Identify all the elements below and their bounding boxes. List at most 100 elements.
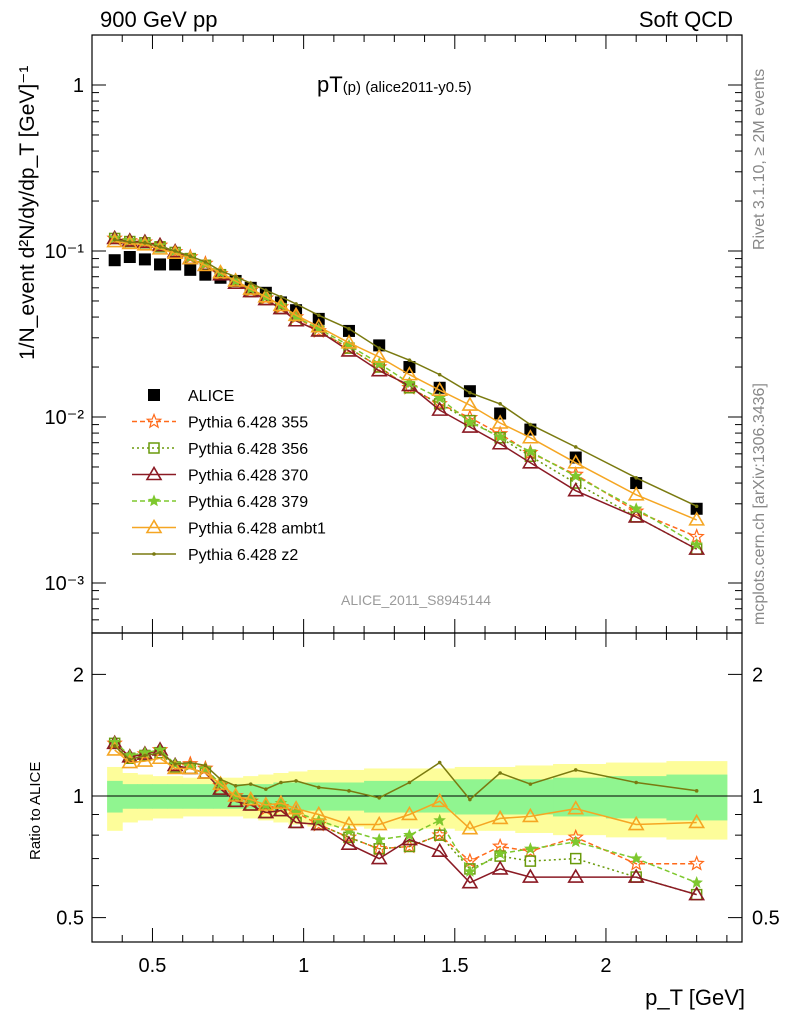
ratio-line-pythia-6-428-z2: [114, 745, 697, 801]
alice-data-point: [184, 263, 197, 276]
ratio-series-group: [106, 734, 706, 901]
ratio-point-pythia-6-428-356: [569, 852, 582, 865]
ratio-point-pythia-6-428-370: [106, 734, 124, 750]
ratio-point-pythia-6-428-ambt1: [627, 815, 645, 831]
alice-data-point: [123, 251, 136, 264]
ratio-point-pythia-6-428-z2: [143, 753, 147, 758]
alice-data-point: [199, 268, 212, 281]
ratio-point-pythia-6-428-ambt1: [121, 753, 139, 769]
main-series-group: [106, 229, 706, 555]
x-tick-label: 1.5: [441, 955, 469, 977]
point-pythia-6-428-379: [493, 430, 507, 443]
ratio-point-pythia-6-428-ambt1: [401, 805, 418, 821]
ratio-point-pythia-6-428-370: [257, 803, 275, 819]
ratio-point-pythia-6-428-370: [567, 868, 585, 883]
point-pythia-6-428-z2: [573, 445, 578, 449]
point-pythia-6-428-ambt1: [370, 348, 388, 363]
ratio-point-pythia-6-428-ambt1: [257, 796, 275, 811]
ratio-point-pythia-6-428-z2: [188, 760, 193, 765]
ratio-point-pythia-6-428-z2: [498, 771, 502, 775]
band-inner-segment: [515, 779, 554, 815]
alice-data-point: [433, 381, 446, 394]
ratio-point-pythia-6-428-356: [403, 840, 416, 853]
ratio-point-pythia-6-428-379: [463, 865, 477, 877]
ratio-point-pythia-6-428-ambt1: [461, 820, 479, 835]
point-pythia-6-428-z2: [347, 326, 351, 331]
ratio-point-pythia-6-428-z2: [173, 762, 177, 766]
ratio-point-pythia-6-428-355: [688, 855, 705, 871]
ratio-point-pythia-6-428-ambt1: [181, 759, 199, 775]
point-pythia-6-428-z2: [437, 372, 442, 377]
band-inner-segment: [107, 780, 123, 813]
point-pythia-6-428-370: [401, 376, 418, 392]
point-pythia-6-428-z2: [188, 254, 193, 259]
point-pythia-6-428-ambt1: [491, 414, 509, 429]
x-axis-label: p_T [GeV]: [645, 985, 745, 1010]
point-pythia-6-428-ambt1: [272, 296, 290, 312]
ratio-point-pythia-6-428-z2: [203, 763, 208, 768]
alice-data-point: [494, 407, 507, 420]
point-pythia-6-428-370: [688, 540, 706, 555]
legend-label-pythia-6-428-356: Pythia 6.428 356: [188, 441, 308, 458]
point-pythia-6-428-370: [491, 435, 509, 450]
watermark-label: ALICE_2011_S8945144: [341, 592, 491, 608]
main-frame: [91, 34, 743, 634]
header-right-label: Soft QCD: [639, 7, 733, 32]
mcplots-label: mcplots.cern.ch [arXiv:1306.3436]: [751, 383, 768, 625]
ratio-point-pythia-6-428-370: [627, 868, 645, 883]
legend-marker-pythia-6-428-355: [145, 412, 163, 429]
ratio-point-pythia-6-428-z2: [233, 783, 238, 788]
ratio-point-pythia-6-428-370: [370, 849, 388, 865]
ratio-point-pythia-6-428-379: [569, 835, 583, 848]
point-pythia-6-428-370: [567, 482, 585, 497]
point-pythia-6-428-370: [370, 362, 388, 377]
ratio-point-pythia-6-428-z2: [694, 789, 699, 793]
ratio-point-pythia-6-428-355: [627, 855, 645, 871]
point-pythia-6-428-z2: [498, 402, 502, 406]
point-pythia-6-428-z2: [316, 313, 321, 318]
y-tick-label: 10⁻²: [45, 407, 85, 429]
y-tick-label: 1: [73, 75, 84, 97]
ratio-point-pythia-6-428-z2: [158, 750, 162, 755]
ratio-point-pythia-6-428-379: [524, 842, 537, 855]
point-pythia-6-428-ambt1: [287, 306, 305, 322]
ratio-y-tick-label-right: 2: [752, 664, 763, 686]
legend-marker-pythia-6-428-z2: [152, 552, 156, 556]
ratio-point-pythia-6-428-ambt1: [227, 787, 244, 802]
ratio-y-tick-label: 1: [73, 786, 84, 808]
legend-label-pythia-6-428-355: Pythia 6.428 355: [188, 415, 308, 432]
point-pythia-6-428-ambt1: [227, 272, 244, 287]
legend-label-pythia-6-428-z2: Pythia 6.428 z2: [188, 547, 298, 564]
point-pythia-6-428-ambt1: [310, 318, 328, 333]
point-pythia-6-428-z2: [694, 504, 699, 509]
alice-data-point: [138, 253, 151, 266]
ratio-point-pythia-6-428-370: [491, 860, 509, 875]
ratio-point-pythia-6-428-370: [340, 835, 358, 850]
ratio-point-pythia-6-428-379: [342, 824, 356, 837]
point-pythia-6-428-370: [461, 418, 479, 433]
alice-data-point: [154, 258, 167, 271]
ratio-point-pythia-6-428-379: [373, 833, 386, 845]
legend-label-pythia-6-428-379: Pythia 6.428 379: [188, 494, 308, 511]
point-pythia-6-428-z2: [248, 281, 253, 285]
point-pythia-6-428-z2: [264, 288, 268, 293]
ratio-point-pythia-6-428-z2: [347, 789, 351, 793]
legend-marker-pythia-6-428-370: [145, 465, 163, 481]
point-pythia-6-428-z2: [407, 358, 412, 362]
x-tick-label: 1: [298, 955, 309, 977]
point-pythia-6-428-z2: [377, 346, 382, 350]
ratio-point-pythia-6-428-ambt1: [166, 759, 184, 775]
point-pythia-6-428-z2: [127, 240, 132, 244]
ratio-point-pythia-6-428-z2: [112, 744, 117, 748]
axes-frames: 0.5 1 1.5 2 10⁻³ 10⁻² 10⁻¹ 1 0.5 0.5 1 1 2 2: [45, 34, 780, 977]
point-pythia-6-428-z2: [279, 294, 283, 299]
ratio-point-pythia-6-428-356: [524, 855, 537, 867]
ratio-point-pythia-6-428-370: [272, 802, 290, 817]
point-pythia-6-428-z2: [528, 422, 533, 427]
alice-data-point: [108, 254, 121, 267]
point-pythia-6-428-ambt1: [521, 429, 539, 444]
ratio-point-pythia-6-428-370: [431, 842, 449, 858]
ratio-point-pythia-6-428-z2: [127, 757, 132, 762]
ratio-point-pythia-6-428-379: [690, 876, 703, 889]
